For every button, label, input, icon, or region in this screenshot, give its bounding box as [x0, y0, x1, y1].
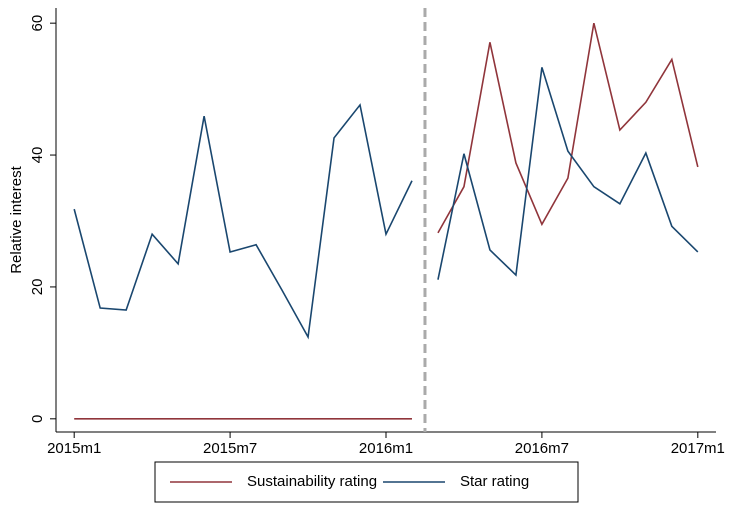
y-tick-label: 40	[29, 147, 46, 164]
legend-label: Star rating	[460, 473, 529, 490]
y-tick-label: 20	[29, 279, 46, 296]
line-series	[73, 103, 413, 340]
x-tick-label: 2015m7	[203, 440, 257, 457]
x-tick-label: 2016m7	[515, 440, 569, 457]
legend-label: Sustainability rating	[247, 473, 377, 490]
x-tick-label: 2015m1	[47, 440, 101, 457]
x-tick-label: 2017m1	[671, 440, 725, 457]
y-tick-label: 60	[29, 15, 46, 32]
x-tick-label: 2016m1	[359, 440, 413, 457]
line-series	[437, 22, 699, 234]
y-tick-label: 0	[29, 415, 46, 423]
y-axis-label: Relative interest	[8, 165, 25, 273]
line-series	[437, 67, 699, 280]
